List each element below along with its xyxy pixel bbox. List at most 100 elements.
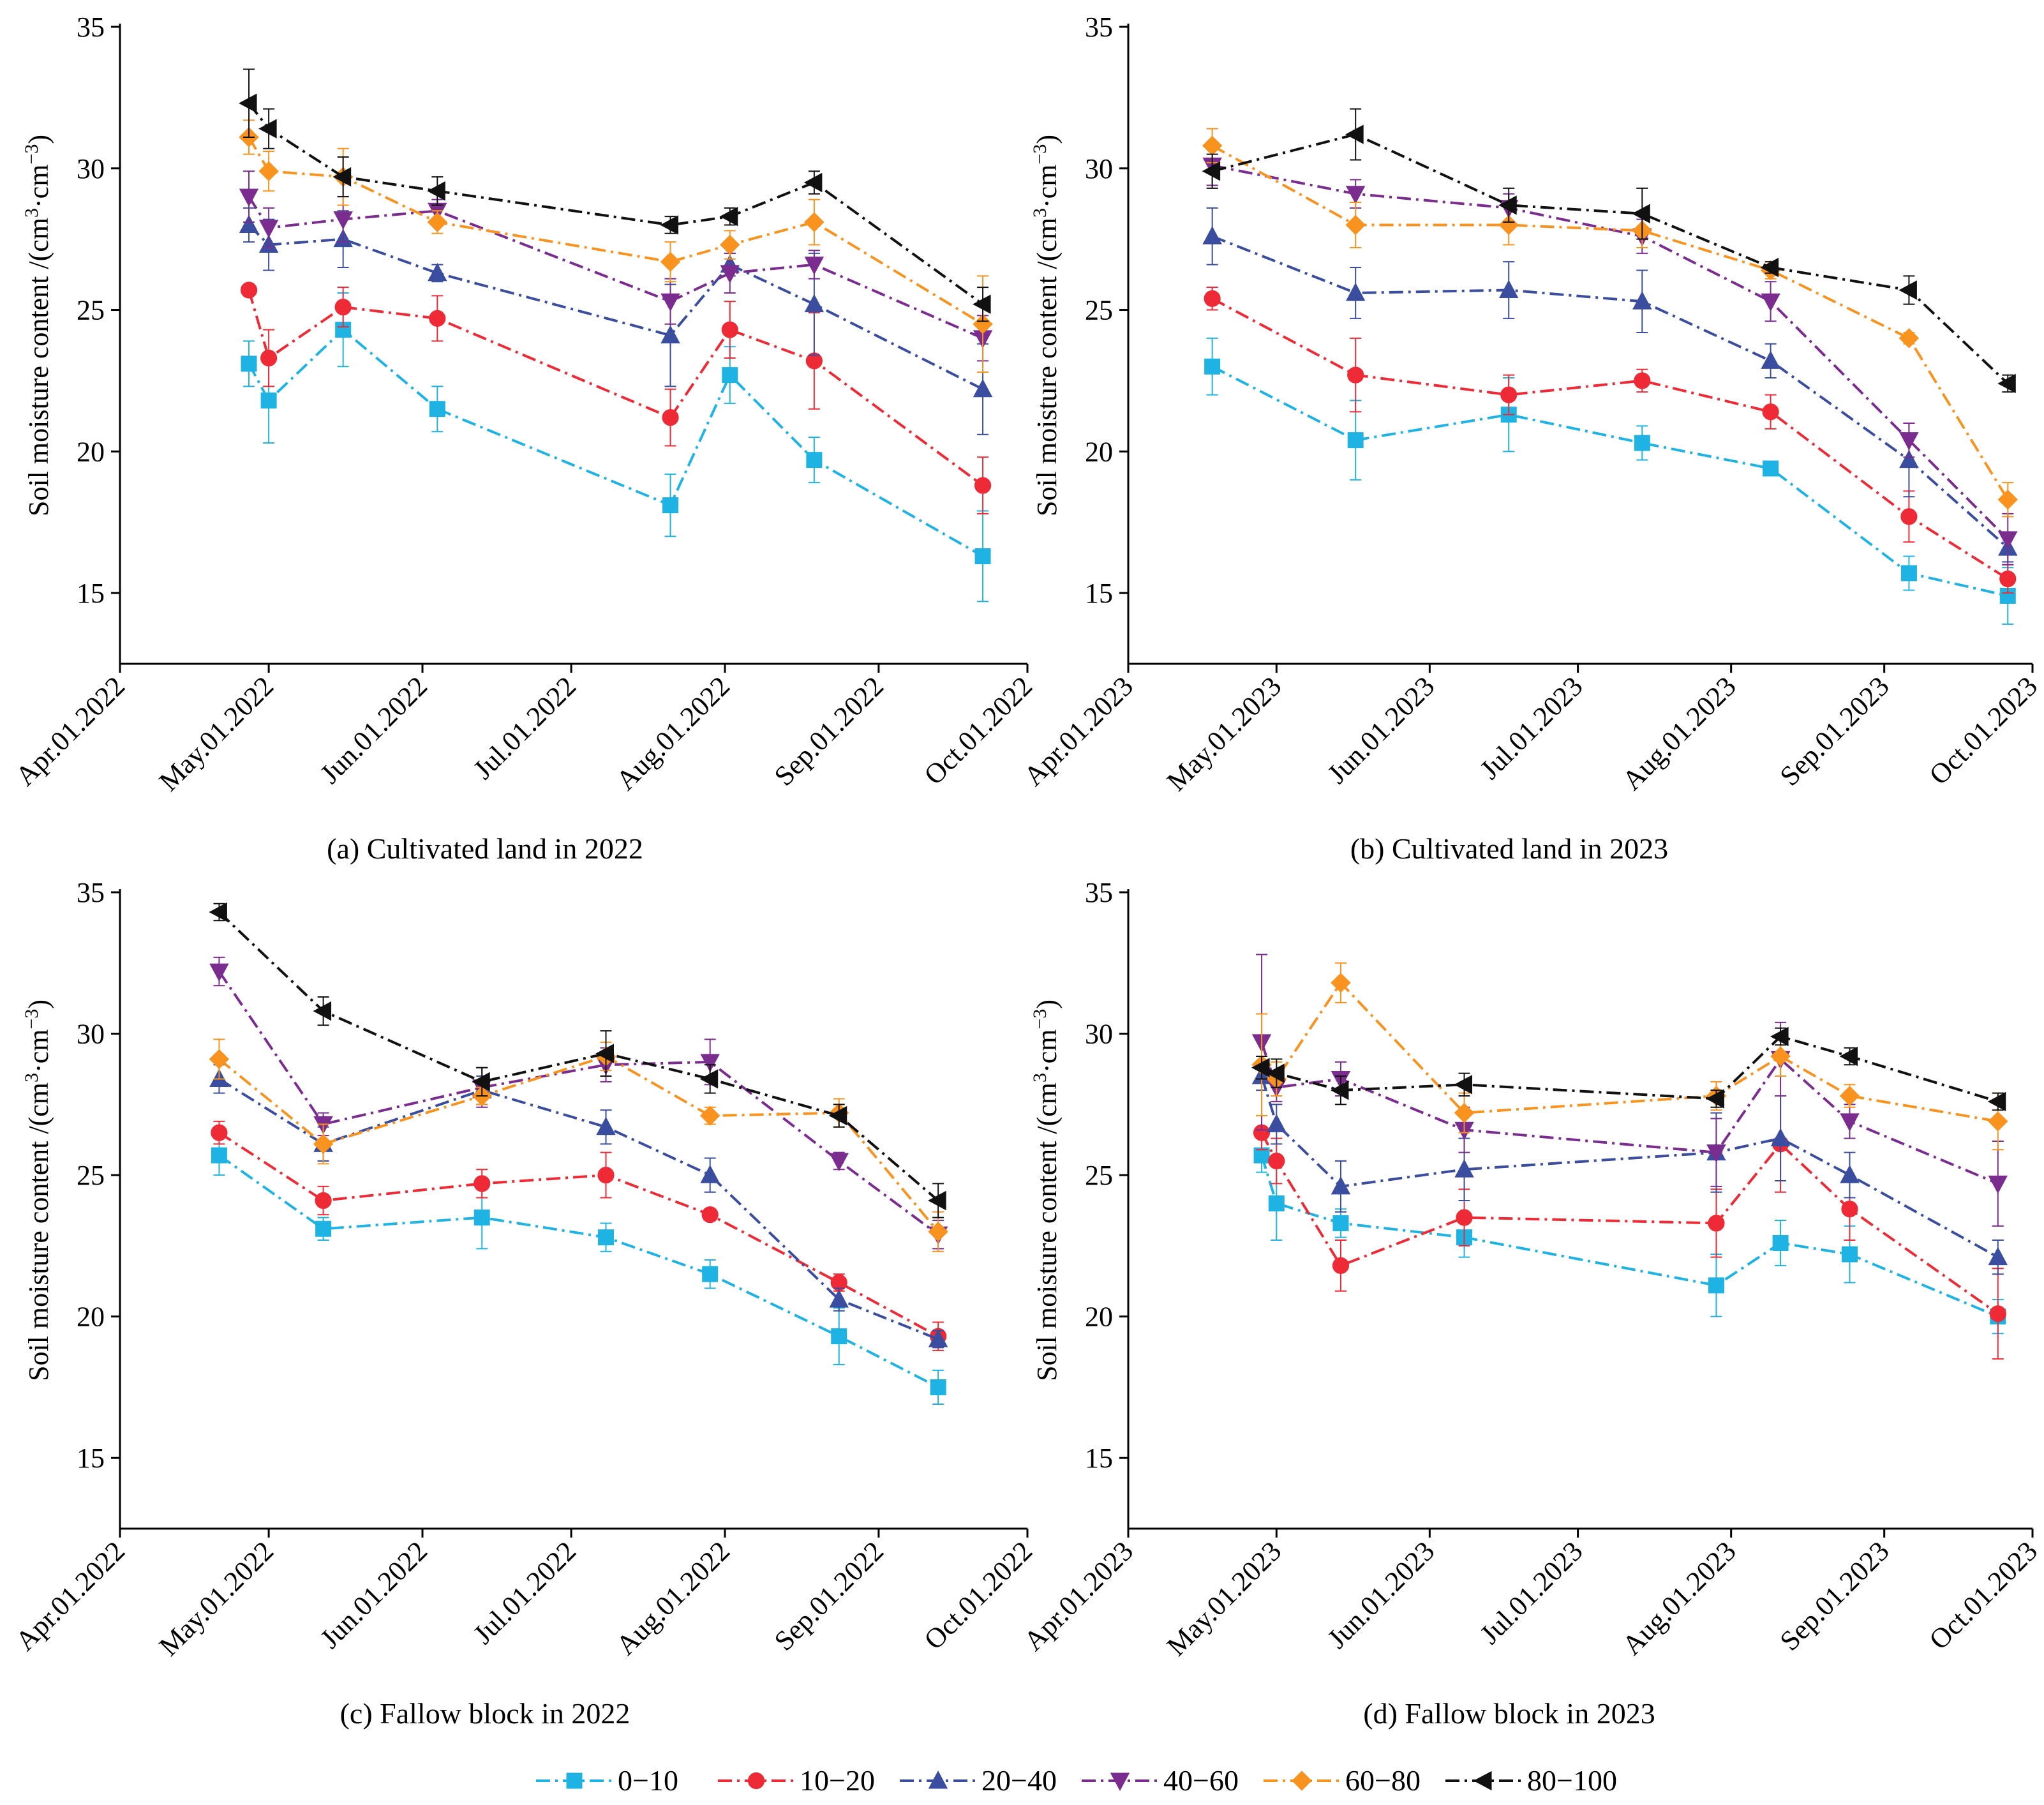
data-point bbox=[831, 1328, 847, 1345]
data-point bbox=[829, 1289, 849, 1308]
y-tick-label: 30 bbox=[77, 153, 105, 184]
data-point bbox=[928, 1190, 946, 1211]
data-point bbox=[596, 1116, 616, 1135]
data-point bbox=[1345, 124, 1364, 144]
data-point bbox=[238, 93, 257, 113]
data-point bbox=[1498, 214, 1519, 236]
data-point bbox=[1988, 1247, 2008, 1266]
data-point bbox=[973, 314, 993, 334]
data-point bbox=[209, 1049, 230, 1070]
data-point bbox=[240, 281, 258, 299]
data-point bbox=[1770, 1026, 1789, 1047]
data-point bbox=[429, 401, 445, 417]
data-point bbox=[1708, 1277, 1724, 1294]
plot-area: 15 20 25 30 35 Apr.01.2022 May.01.2022 Jun.01.2… bbox=[10, 877, 1038, 1662]
x-tick-label: Sep.01.2022 bbox=[768, 670, 890, 791]
data-point bbox=[928, 1222, 948, 1242]
data-point bbox=[1770, 1128, 1791, 1147]
series-line bbox=[218, 1154, 939, 1389]
data-point bbox=[1266, 1063, 1285, 1083]
data-point bbox=[1841, 1201, 1858, 1218]
legend: 0−10 10−20 20−40 40−60 60−80 80−100 bbox=[536, 1764, 1617, 1797]
x-tick-label: Oct.01.2023 bbox=[1923, 1535, 2043, 1655]
data-point bbox=[806, 452, 823, 468]
x-tick-label: Jul.01.2022 bbox=[467, 670, 582, 785]
legend-item-20−40: 20−40 bbox=[900, 1764, 1057, 1797]
data-point bbox=[258, 119, 277, 139]
x-tick-label: Apr.01.2023 bbox=[1018, 670, 1139, 791]
data-point bbox=[722, 367, 738, 384]
data-point bbox=[332, 167, 352, 187]
data-point bbox=[1899, 280, 1917, 300]
legend-label: 10−20 bbox=[800, 1764, 875, 1797]
data-point bbox=[1989, 1305, 2006, 1322]
series-line bbox=[1211, 365, 2008, 597]
data-point bbox=[315, 1192, 332, 1210]
y-tick-label: 30 bbox=[1085, 153, 1113, 184]
data-point bbox=[598, 1229, 615, 1246]
series-0−10 bbox=[211, 1135, 946, 1405]
legend-marker bbox=[566, 1772, 583, 1789]
legend-marker bbox=[1473, 1771, 1492, 1791]
data-point bbox=[1706, 1089, 1724, 1109]
data-point bbox=[699, 1069, 719, 1089]
legend-item-80−100: 80−100 bbox=[1445, 1764, 1617, 1797]
y-tick-label: 30 bbox=[77, 1019, 105, 1050]
y-tick-label: 35 bbox=[77, 877, 105, 908]
data-point bbox=[973, 294, 991, 314]
data-point bbox=[1454, 1159, 1474, 1178]
data-point bbox=[1899, 449, 1919, 468]
data-point bbox=[258, 161, 279, 181]
data-point bbox=[1762, 403, 1779, 421]
data-point bbox=[211, 1124, 228, 1141]
legend-item-10−20: 10−20 bbox=[718, 1764, 875, 1797]
data-point bbox=[804, 257, 824, 275]
data-point bbox=[1760, 257, 1779, 278]
data-point bbox=[1204, 290, 1221, 307]
series-line bbox=[1212, 133, 2009, 385]
panel-b: 15 20 25 30 35 Apr.01.2023 May.01.2023 Jun.01.2… bbox=[1018, 11, 2043, 865]
y-tick-label: 30 bbox=[1085, 1019, 1113, 1050]
data-point bbox=[699, 1105, 720, 1126]
y-tick-label: 15 bbox=[1085, 1442, 1113, 1474]
series-20−40 bbox=[1202, 207, 2018, 563]
series-40−60 bbox=[1202, 145, 2018, 565]
series-line bbox=[248, 327, 984, 558]
panel-d: 15 20 25 30 35 Apr.01.2023 May.01.2023 Jun.01.2… bbox=[1018, 877, 2043, 1730]
data-point bbox=[1761, 350, 1780, 369]
data-point bbox=[1900, 565, 1917, 581]
data-point bbox=[1251, 1058, 1270, 1077]
x-tick-label: Aug.01.2022 bbox=[610, 670, 736, 796]
x-tick-label: May.01.2023 bbox=[1161, 1535, 1288, 1662]
legend-marker bbox=[1292, 1771, 1312, 1791]
series-40−60 bbox=[239, 170, 993, 362]
series-line bbox=[1211, 297, 2009, 580]
data-point bbox=[1899, 328, 1920, 348]
data-point bbox=[1454, 1102, 1475, 1123]
data-point bbox=[1840, 1113, 1860, 1132]
data-point bbox=[1634, 372, 1651, 389]
data-point bbox=[829, 1153, 849, 1172]
legend-marker bbox=[747, 1772, 765, 1790]
series-80−100 bbox=[209, 902, 946, 1218]
data-point bbox=[662, 409, 679, 426]
series-60−80 bbox=[209, 1038, 948, 1252]
data-point bbox=[1899, 432, 1919, 451]
legend-item-60−80: 60−80 bbox=[1264, 1764, 1421, 1797]
data-point bbox=[1997, 373, 2016, 394]
data-point bbox=[700, 1165, 720, 1183]
data-point bbox=[1840, 1165, 1860, 1183]
data-point bbox=[1763, 460, 1779, 477]
data-point bbox=[474, 1175, 491, 1192]
data-point bbox=[1988, 1175, 2008, 1194]
x-tick-label: Jun.01.2023 bbox=[1322, 670, 1441, 790]
x-tick-label: Apr.01.2023 bbox=[1018, 1535, 1139, 1656]
x-tick-label: May.01.2022 bbox=[153, 1535, 280, 1662]
x-tick-label: Jun.01.2023 bbox=[1322, 1535, 1441, 1654]
data-point bbox=[1332, 1257, 1350, 1275]
data-point bbox=[597, 1167, 615, 1184]
y-tick-label: 20 bbox=[1085, 436, 1113, 467]
series-80−100 bbox=[1251, 1026, 2006, 1112]
legend-item-40−60: 40−60 bbox=[1082, 1764, 1239, 1797]
series-10−20 bbox=[1253, 1095, 2006, 1360]
